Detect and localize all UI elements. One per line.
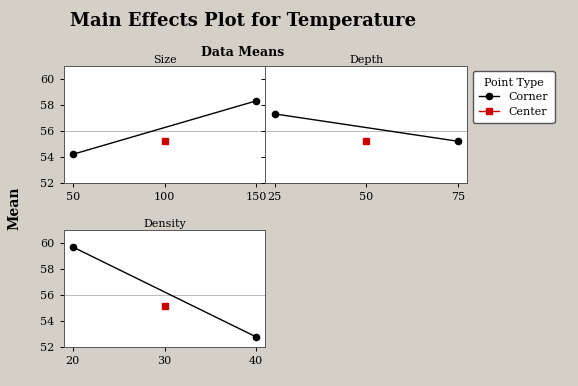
Legend: Corner, Center: Corner, Center (473, 71, 555, 124)
Text: Main Effects Plot for Temperature: Main Effects Plot for Temperature (70, 12, 416, 30)
Title: Size: Size (153, 55, 176, 65)
Text: Mean: Mean (8, 187, 21, 230)
Title: Depth: Depth (349, 55, 383, 65)
Title: Density: Density (143, 219, 186, 229)
Text: Data Means: Data Means (201, 46, 284, 59)
